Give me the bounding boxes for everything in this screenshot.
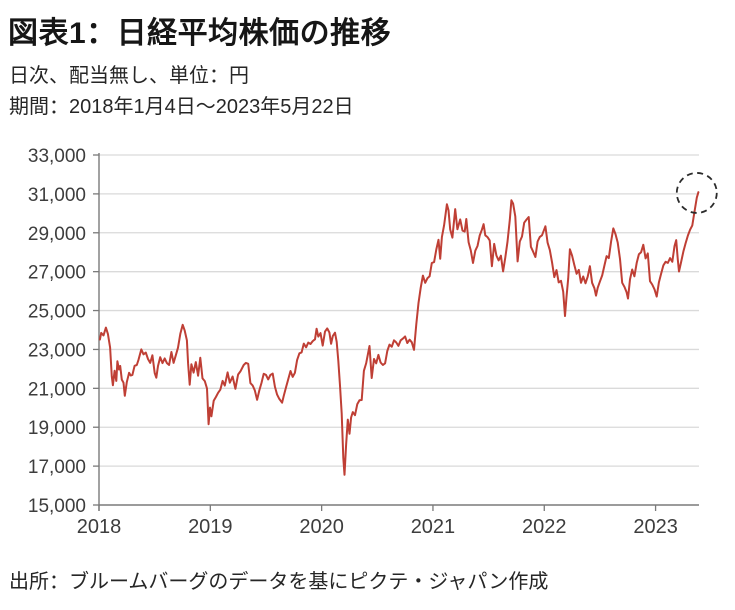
- chart-period: 期間：2018年1月4日～2023年5月22日: [9, 96, 354, 118]
- y-axis-tick-label: 17,000: [28, 457, 86, 478]
- x-axis-tick-label: 2018: [77, 516, 122, 538]
- y-axis-tick-label: 27,000: [28, 263, 86, 284]
- y-axis-tick-label: 15,000: [28, 496, 86, 517]
- price-line: [98, 191, 700, 476]
- y-axis-tick-label: 23,000: [28, 340, 86, 361]
- x-axis-tick-label: 2023: [633, 516, 678, 538]
- chart-subtitle: 日次、配当無し、単位：円: [9, 65, 249, 87]
- x-axis-tick-label: 2022: [522, 516, 567, 538]
- y-axis-tick-label: 31,000: [28, 185, 86, 206]
- y-axis-tick-label: 29,000: [28, 224, 86, 245]
- y-axis-tick-label: 25,000: [28, 302, 86, 323]
- x-axis-tick-label: 2020: [299, 516, 344, 538]
- source-note: 出所：ブルームバーグのデータを基にピクテ・ジャパン作成: [9, 571, 549, 593]
- y-axis-tick-label: 33,000: [28, 146, 86, 167]
- x-axis-tick-label: 2019: [188, 516, 233, 538]
- recent-high-circle-annotation: [675, 172, 718, 214]
- page-title: 図表1：日経平均株価の推移: [8, 17, 392, 50]
- y-axis-tick-label: 21,000: [28, 379, 86, 400]
- x-axis-tick-label: 2021: [411, 516, 456, 538]
- y-axis-tick-label: 19,000: [28, 418, 86, 439]
